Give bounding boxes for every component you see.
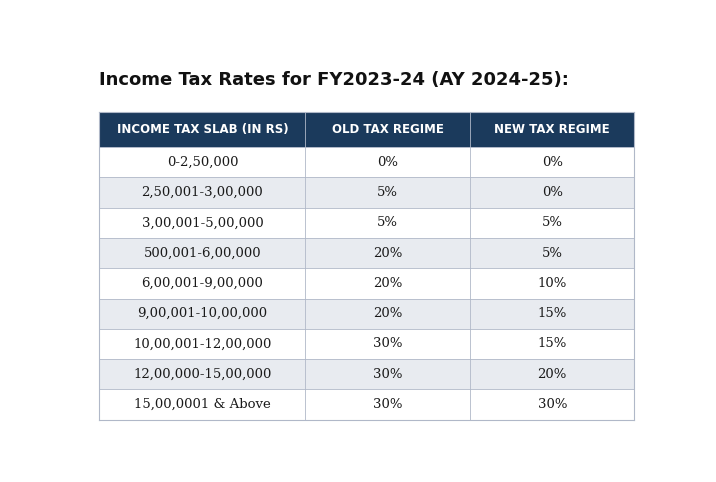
Text: 0%: 0% bbox=[542, 156, 563, 169]
Bar bbox=[306, 359, 470, 389]
Bar bbox=[100, 298, 306, 329]
Bar bbox=[470, 177, 634, 208]
Text: 2,50,001-3,00,000: 2,50,001-3,00,000 bbox=[142, 186, 263, 199]
Bar bbox=[306, 238, 470, 268]
Text: 6,00,001-9,00,000: 6,00,001-9,00,000 bbox=[142, 277, 263, 290]
Bar bbox=[306, 177, 470, 208]
Text: NEW TAX REGIME: NEW TAX REGIME bbox=[495, 123, 610, 136]
Bar bbox=[306, 389, 470, 420]
Text: 20%: 20% bbox=[538, 368, 567, 381]
Bar bbox=[100, 329, 306, 359]
Text: OLD TAX REGIME: OLD TAX REGIME bbox=[332, 123, 444, 136]
Bar bbox=[306, 147, 470, 177]
Bar bbox=[100, 147, 306, 177]
Bar bbox=[100, 238, 306, 268]
Text: 20%: 20% bbox=[373, 307, 402, 320]
Bar bbox=[100, 177, 306, 208]
Bar bbox=[100, 112, 306, 147]
Bar bbox=[306, 298, 470, 329]
Text: 0%: 0% bbox=[377, 156, 398, 169]
Bar bbox=[470, 329, 634, 359]
Bar bbox=[470, 208, 634, 238]
Bar bbox=[306, 112, 470, 147]
Bar bbox=[470, 268, 634, 298]
Bar bbox=[100, 359, 306, 389]
Bar bbox=[100, 208, 306, 238]
Bar bbox=[100, 268, 306, 298]
Text: 30%: 30% bbox=[373, 337, 402, 350]
Text: 0%: 0% bbox=[542, 186, 563, 199]
Bar bbox=[470, 298, 634, 329]
Text: 5%: 5% bbox=[377, 216, 398, 229]
Bar bbox=[470, 359, 634, 389]
Text: 15%: 15% bbox=[538, 337, 567, 350]
Text: 20%: 20% bbox=[373, 277, 402, 290]
Bar bbox=[470, 238, 634, 268]
Text: 15,00,0001 & Above: 15,00,0001 & Above bbox=[134, 398, 271, 411]
Text: 10%: 10% bbox=[538, 277, 567, 290]
Text: 5%: 5% bbox=[542, 216, 563, 229]
Text: 5%: 5% bbox=[377, 186, 398, 199]
Text: 12,00,000-15,00,000: 12,00,000-15,00,000 bbox=[133, 368, 271, 381]
Text: 30%: 30% bbox=[538, 398, 567, 411]
Text: 5%: 5% bbox=[542, 247, 563, 260]
Text: 30%: 30% bbox=[373, 368, 402, 381]
Bar bbox=[100, 389, 306, 420]
Bar bbox=[470, 147, 634, 177]
Text: 10,00,001-12,00,000: 10,00,001-12,00,000 bbox=[133, 337, 271, 350]
Bar bbox=[306, 329, 470, 359]
Text: 3,00,001-5,00,000: 3,00,001-5,00,000 bbox=[142, 216, 263, 229]
Text: 0-2,50,000: 0-2,50,000 bbox=[167, 156, 238, 169]
Text: INCOME TAX SLAB (IN RS): INCOME TAX SLAB (IN RS) bbox=[117, 123, 289, 136]
Text: 9,00,001-10,00,000: 9,00,001-10,00,000 bbox=[137, 307, 268, 320]
Text: 500,001-6,00,000: 500,001-6,00,000 bbox=[144, 247, 261, 260]
Text: 15%: 15% bbox=[538, 307, 567, 320]
Text: 30%: 30% bbox=[373, 398, 402, 411]
Bar bbox=[306, 268, 470, 298]
Text: 20%: 20% bbox=[373, 247, 402, 260]
Bar bbox=[470, 112, 634, 147]
Bar bbox=[306, 208, 470, 238]
Bar bbox=[470, 389, 634, 420]
Text: Income Tax Rates for FY2023-24 (AY 2024-25):: Income Tax Rates for FY2023-24 (AY 2024-… bbox=[100, 71, 569, 89]
